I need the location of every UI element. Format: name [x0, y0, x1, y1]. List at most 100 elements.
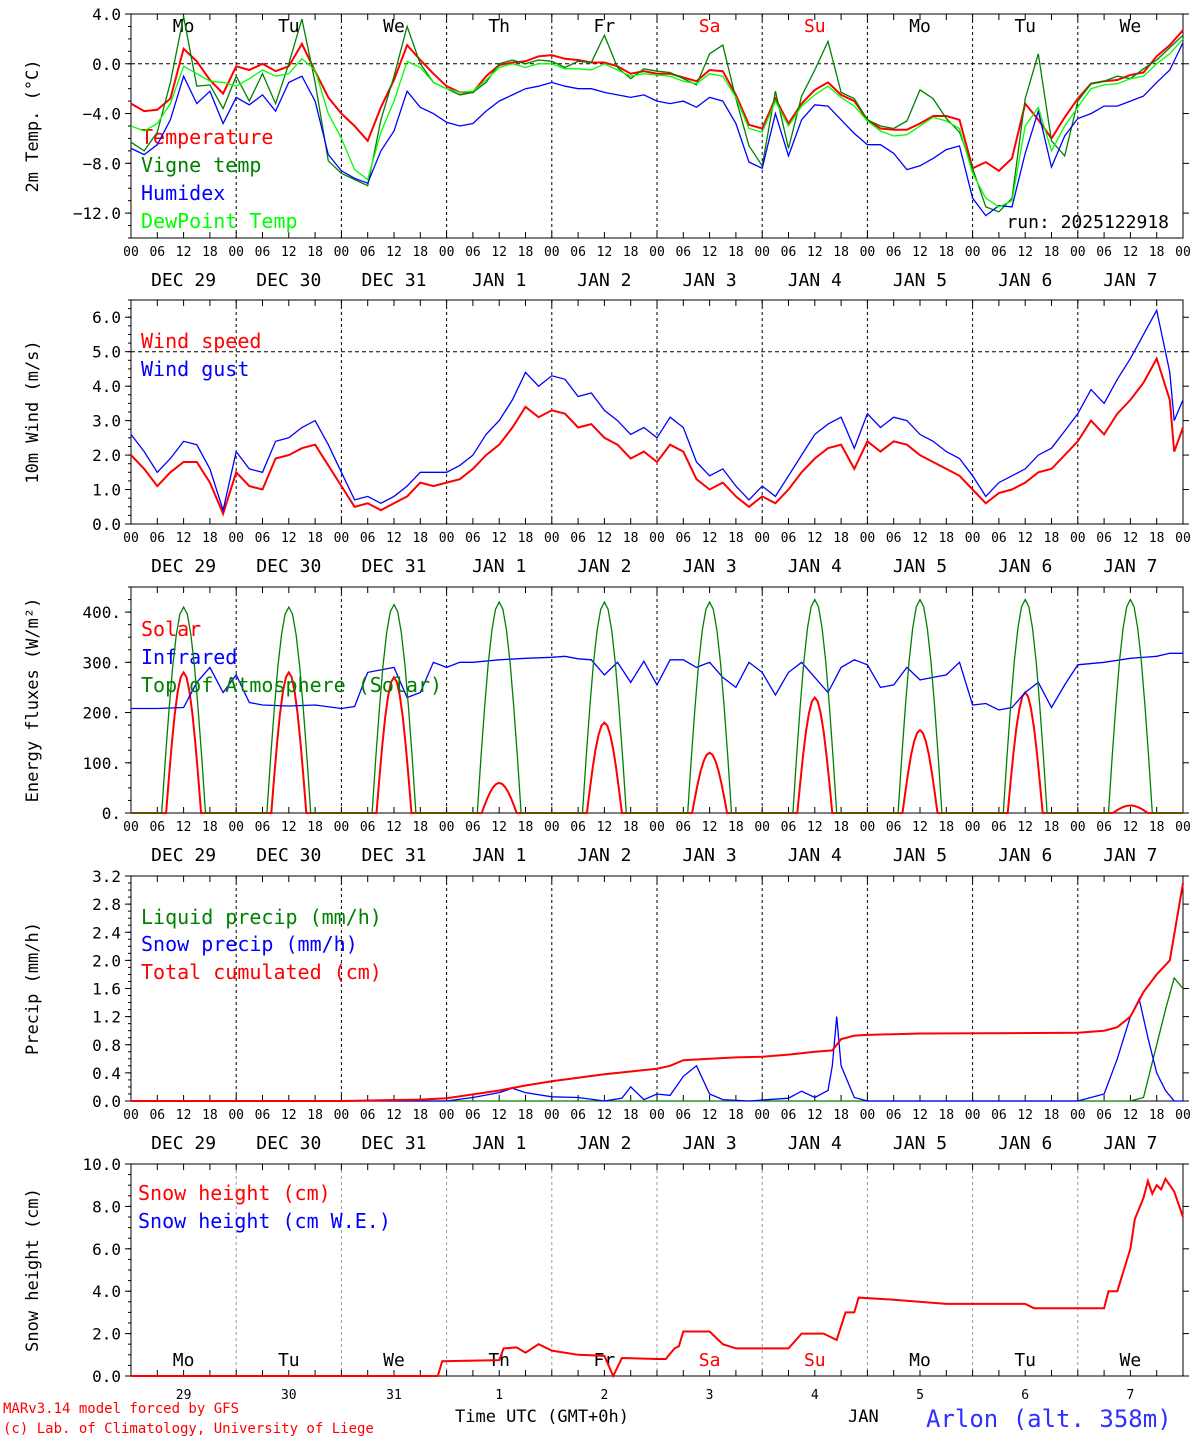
hour-label: 00 — [754, 531, 770, 546]
hour-label: 00 — [228, 531, 244, 546]
plot-frame — [130, 299, 1184, 525]
hour-label: 12 — [597, 820, 613, 835]
weekday-label: Th — [488, 16, 510, 37]
model-credit: MARv3.14 model forced by GFS — [3, 1401, 239, 1417]
hour-label: 12 — [597, 531, 613, 546]
hour-label: 06 — [255, 1108, 271, 1123]
day-number-label: 1 — [495, 1388, 503, 1403]
date-label: DEC 29 — [151, 1133, 216, 1154]
legend-entry: Humidex — [141, 181, 225, 205]
hour-label: 12 — [912, 531, 928, 546]
series-line-total-cumulated-cm- — [131, 882, 1184, 1102]
hour-label: 00 — [123, 1108, 139, 1123]
run-label: run: 2025122918 — [1006, 212, 1169, 233]
hour-label: 18 — [307, 1108, 323, 1123]
y-tick-label: 2.0 — [92, 951, 121, 970]
date-label: JAN 1 — [472, 270, 526, 291]
hour-label: 12 — [176, 820, 192, 835]
hour-label: 18 — [202, 531, 218, 546]
date-label: JAN 2 — [577, 556, 631, 577]
hour-label: 00 — [1175, 820, 1191, 835]
hour-label: 06 — [1096, 531, 1112, 546]
hour-label: 06 — [360, 531, 376, 546]
hour-label: 06 — [465, 245, 481, 260]
series-line-humidex — [130, 42, 1184, 217]
legend-entry: Vigne temp — [141, 153, 261, 177]
y-tick-label: 300. — [82, 653, 121, 672]
panel-1: 4.0 0.0 −4.0 −8.0 −12.0 2m Temp. (°C) 00 06 12 18… — [23, 5, 1191, 291]
hour-label: 18 — [307, 245, 323, 260]
hour-label: 18 — [412, 531, 428, 546]
hour-label: 00 — [439, 1108, 455, 1123]
hour-label: 12 — [176, 245, 192, 260]
hour-label: 06 — [465, 531, 481, 546]
hour-label: 06 — [675, 1108, 691, 1123]
hour-label: 12 — [1123, 820, 1139, 835]
weekday-label: Tu — [278, 1350, 300, 1371]
hour-label: 12 — [807, 1108, 823, 1123]
legend-entry: Top of Atmosphere (Solar) — [141, 673, 442, 697]
hour-label: 06 — [149, 245, 165, 260]
date-label: DEC 29 — [151, 270, 216, 291]
hour-label: 00 — [123, 531, 139, 546]
y-axis-label: Snow height (cm) — [23, 1188, 43, 1352]
hour-label: 06 — [781, 820, 797, 835]
hour-label: 18 — [202, 820, 218, 835]
day-number-label: 5 — [916, 1388, 924, 1403]
hour-label: 06 — [465, 1108, 481, 1123]
y-tick-label: 0.8 — [92, 1036, 121, 1055]
hour-label: 12 — [702, 245, 718, 260]
y-tick-label: 5.0 — [92, 343, 121, 362]
date-label: JAN 2 — [577, 845, 631, 866]
hour-label: 12 — [1017, 1108, 1033, 1123]
y-tick-label: 6.0 — [92, 308, 121, 327]
hour-label: 00 — [544, 245, 560, 260]
hour-label: 06 — [255, 531, 271, 546]
date-label: DEC 31 — [361, 556, 426, 577]
hour-label: 06 — [675, 531, 691, 546]
hour-label: 06 — [781, 245, 797, 260]
hour-label: 18 — [307, 820, 323, 835]
hour-label: 12 — [1017, 531, 1033, 546]
hour-label: 06 — [991, 820, 1007, 835]
meteogram-panels: 4.00.0−4.0−8.0−12.02m Temp. (°C)00 06 12 18… — [23, 5, 1191, 1403]
date-label: DEC 31 — [361, 1133, 426, 1154]
y-tick-label: 8.0 — [92, 1197, 121, 1216]
hour-label: 06 — [360, 820, 376, 835]
hour-label: 00 — [334, 820, 350, 835]
y-tick-label: 10.0 — [82, 1155, 121, 1174]
date-label: DEC 31 — [361, 270, 426, 291]
date-label: JAN 4 — [788, 1133, 842, 1154]
weekday-label: Mo — [173, 16, 195, 37]
legend-entry: Total cumulated (cm) — [141, 960, 382, 984]
weekday-label: Tu — [1014, 1350, 1036, 1371]
y-tick-label: 200. — [82, 704, 121, 723]
hour-label: 00 — [439, 531, 455, 546]
date-label: JAN 7 — [1103, 1133, 1157, 1154]
hour-label: 12 — [1123, 1108, 1139, 1123]
series-line-liquid-precip-mm-h- — [131, 976, 1184, 1102]
series-line-snow-precip-mm-h- — [131, 997, 1183, 1102]
hour-label: 12 — [491, 820, 507, 835]
hour-label: 12 — [597, 1108, 613, 1123]
y-tick-label: 4.0 — [92, 1282, 121, 1301]
y-axis-label: Precip (mm/h) — [23, 922, 43, 1055]
hour-label: 18 — [1044, 820, 1060, 835]
hour-label: 18 — [202, 245, 218, 260]
day-number-label: 4 — [811, 1388, 819, 1403]
hour-label: 18 — [518, 1108, 534, 1123]
hour-label: 06 — [781, 1108, 797, 1123]
hour-label: 12 — [491, 531, 507, 546]
date-label: JAN 4 — [788, 270, 842, 291]
hour-label: 12 — [702, 820, 718, 835]
series-line-wind-speed — [130, 356, 1184, 517]
hour-label: 00 — [1175, 1108, 1191, 1123]
hour-label: 06 — [1096, 245, 1112, 260]
hour-label: 00 — [228, 245, 244, 260]
hour-label: 00 — [860, 245, 876, 260]
hour-label: 18 — [1044, 1108, 1060, 1123]
legend-entry: Snow height (cm) — [138, 1181, 331, 1205]
date-label: JAN 2 — [577, 1133, 631, 1154]
hour-label: 00 — [1070, 820, 1086, 835]
